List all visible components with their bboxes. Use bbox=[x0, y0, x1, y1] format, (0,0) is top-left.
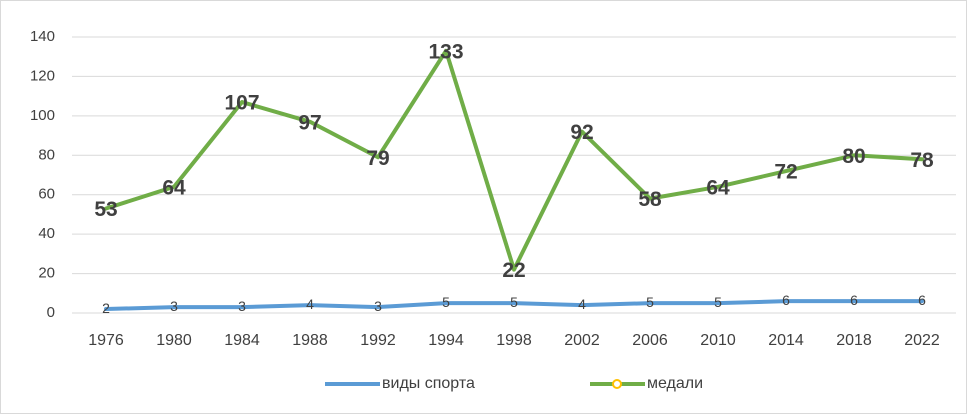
legend-marker bbox=[612, 379, 622, 389]
data-label: 78 bbox=[910, 149, 934, 172]
data-label: 5 bbox=[510, 294, 518, 310]
data-label: 79 bbox=[366, 147, 389, 170]
data-label: 5 bbox=[442, 294, 450, 310]
data-label: 64 bbox=[162, 176, 186, 199]
data-label: 6 bbox=[918, 292, 926, 308]
data-label: 5 bbox=[646, 294, 654, 310]
data-label: 64 bbox=[706, 176, 730, 199]
x-tick-label: 2002 bbox=[564, 332, 600, 349]
data-label: 97 bbox=[298, 111, 321, 134]
series-line bbox=[104, 299, 924, 312]
y-tick-label: 140 bbox=[30, 28, 55, 45]
data-label: 3 bbox=[374, 298, 382, 314]
x-tick-label: 1980 bbox=[156, 332, 192, 349]
data-label: 53 bbox=[94, 198, 117, 221]
data-label: 22 bbox=[502, 259, 525, 282]
y-tick-label: 60 bbox=[38, 186, 55, 203]
data-label: 2 bbox=[102, 300, 110, 316]
y-tick-label: 80 bbox=[38, 146, 55, 163]
legend-label: медали bbox=[647, 375, 703, 392]
x-tick-label: 1976 bbox=[88, 332, 124, 349]
x-tick-label: 1988 bbox=[292, 332, 328, 349]
data-label: 72 bbox=[774, 161, 797, 184]
data-label: 6 bbox=[782, 292, 790, 308]
x-tick-label: 2014 bbox=[768, 332, 804, 349]
x-tick-label: 1998 bbox=[496, 332, 532, 349]
x-tick-label: 2010 bbox=[700, 332, 736, 349]
x-tick-label: 2006 bbox=[632, 332, 668, 349]
data-label: 92 bbox=[570, 121, 593, 144]
y-tick-label: 120 bbox=[30, 67, 55, 84]
data-label: 80 bbox=[842, 145, 865, 168]
x-tick-label: 2018 bbox=[836, 332, 872, 349]
data-label: 133 bbox=[428, 40, 463, 63]
data-label: 4 bbox=[578, 296, 586, 312]
series-line bbox=[104, 48, 924, 272]
data-label: 6 bbox=[850, 292, 858, 308]
y-tick-label: 20 bbox=[38, 265, 55, 282]
y-tick-label: 100 bbox=[30, 107, 55, 124]
y-tick-label: 40 bbox=[38, 225, 55, 242]
x-tick-label: 2022 bbox=[904, 332, 940, 349]
x-tick-label: 1994 bbox=[428, 332, 464, 349]
data-label: 107 bbox=[224, 92, 259, 115]
x-tick-label: 1984 bbox=[224, 332, 260, 349]
data-label: 58 bbox=[638, 188, 662, 211]
data-label: 3 bbox=[238, 298, 246, 314]
x-tick-label: 1992 bbox=[360, 332, 396, 349]
legend-label: виды спорта bbox=[382, 375, 475, 392]
y-tick-label: 0 bbox=[47, 304, 55, 321]
data-label: 5 bbox=[714, 294, 722, 310]
data-label: 4 bbox=[306, 296, 314, 312]
data-label: 3 bbox=[170, 298, 178, 314]
